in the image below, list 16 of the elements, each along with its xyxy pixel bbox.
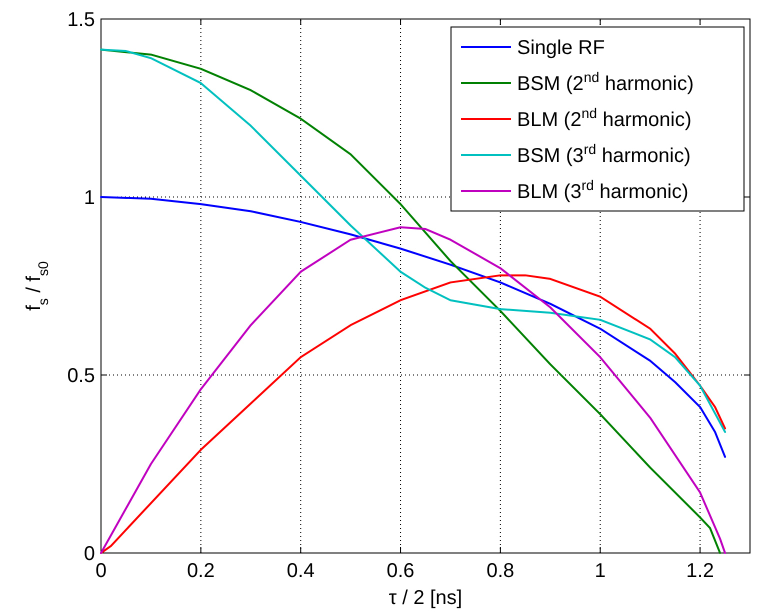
legend-label: BLM (3$^{rd}$ harmonic)	[517, 177, 688, 203]
y-tick-label: 0	[84, 543, 95, 565]
legend-label: BSM (3$^{rd}$ harmonic)	[517, 141, 691, 167]
y-tick-label: 1.5	[67, 9, 95, 31]
y-tick-label: 0.5	[67, 365, 95, 387]
x-tick-label: 1	[594, 560, 606, 582]
legend-label: BLM (2$^{nd}$ harmonic)	[517, 105, 692, 131]
x-axis-title: τ / 2 [ns]	[388, 587, 462, 609]
x-tick-label: 0.4	[286, 560, 315, 582]
x-tick-label: 0.2	[186, 560, 215, 582]
y-tick-label: 1	[84, 187, 95, 209]
x-tick-label: 0.8	[486, 560, 514, 582]
legend-label: BSM (2$^{nd}$ harmonic)	[517, 69, 694, 95]
x-tick-label: 1.2	[686, 560, 714, 582]
x-tick-label: 0.6	[386, 560, 414, 582]
legend-label: Single RF	[517, 37, 605, 59]
